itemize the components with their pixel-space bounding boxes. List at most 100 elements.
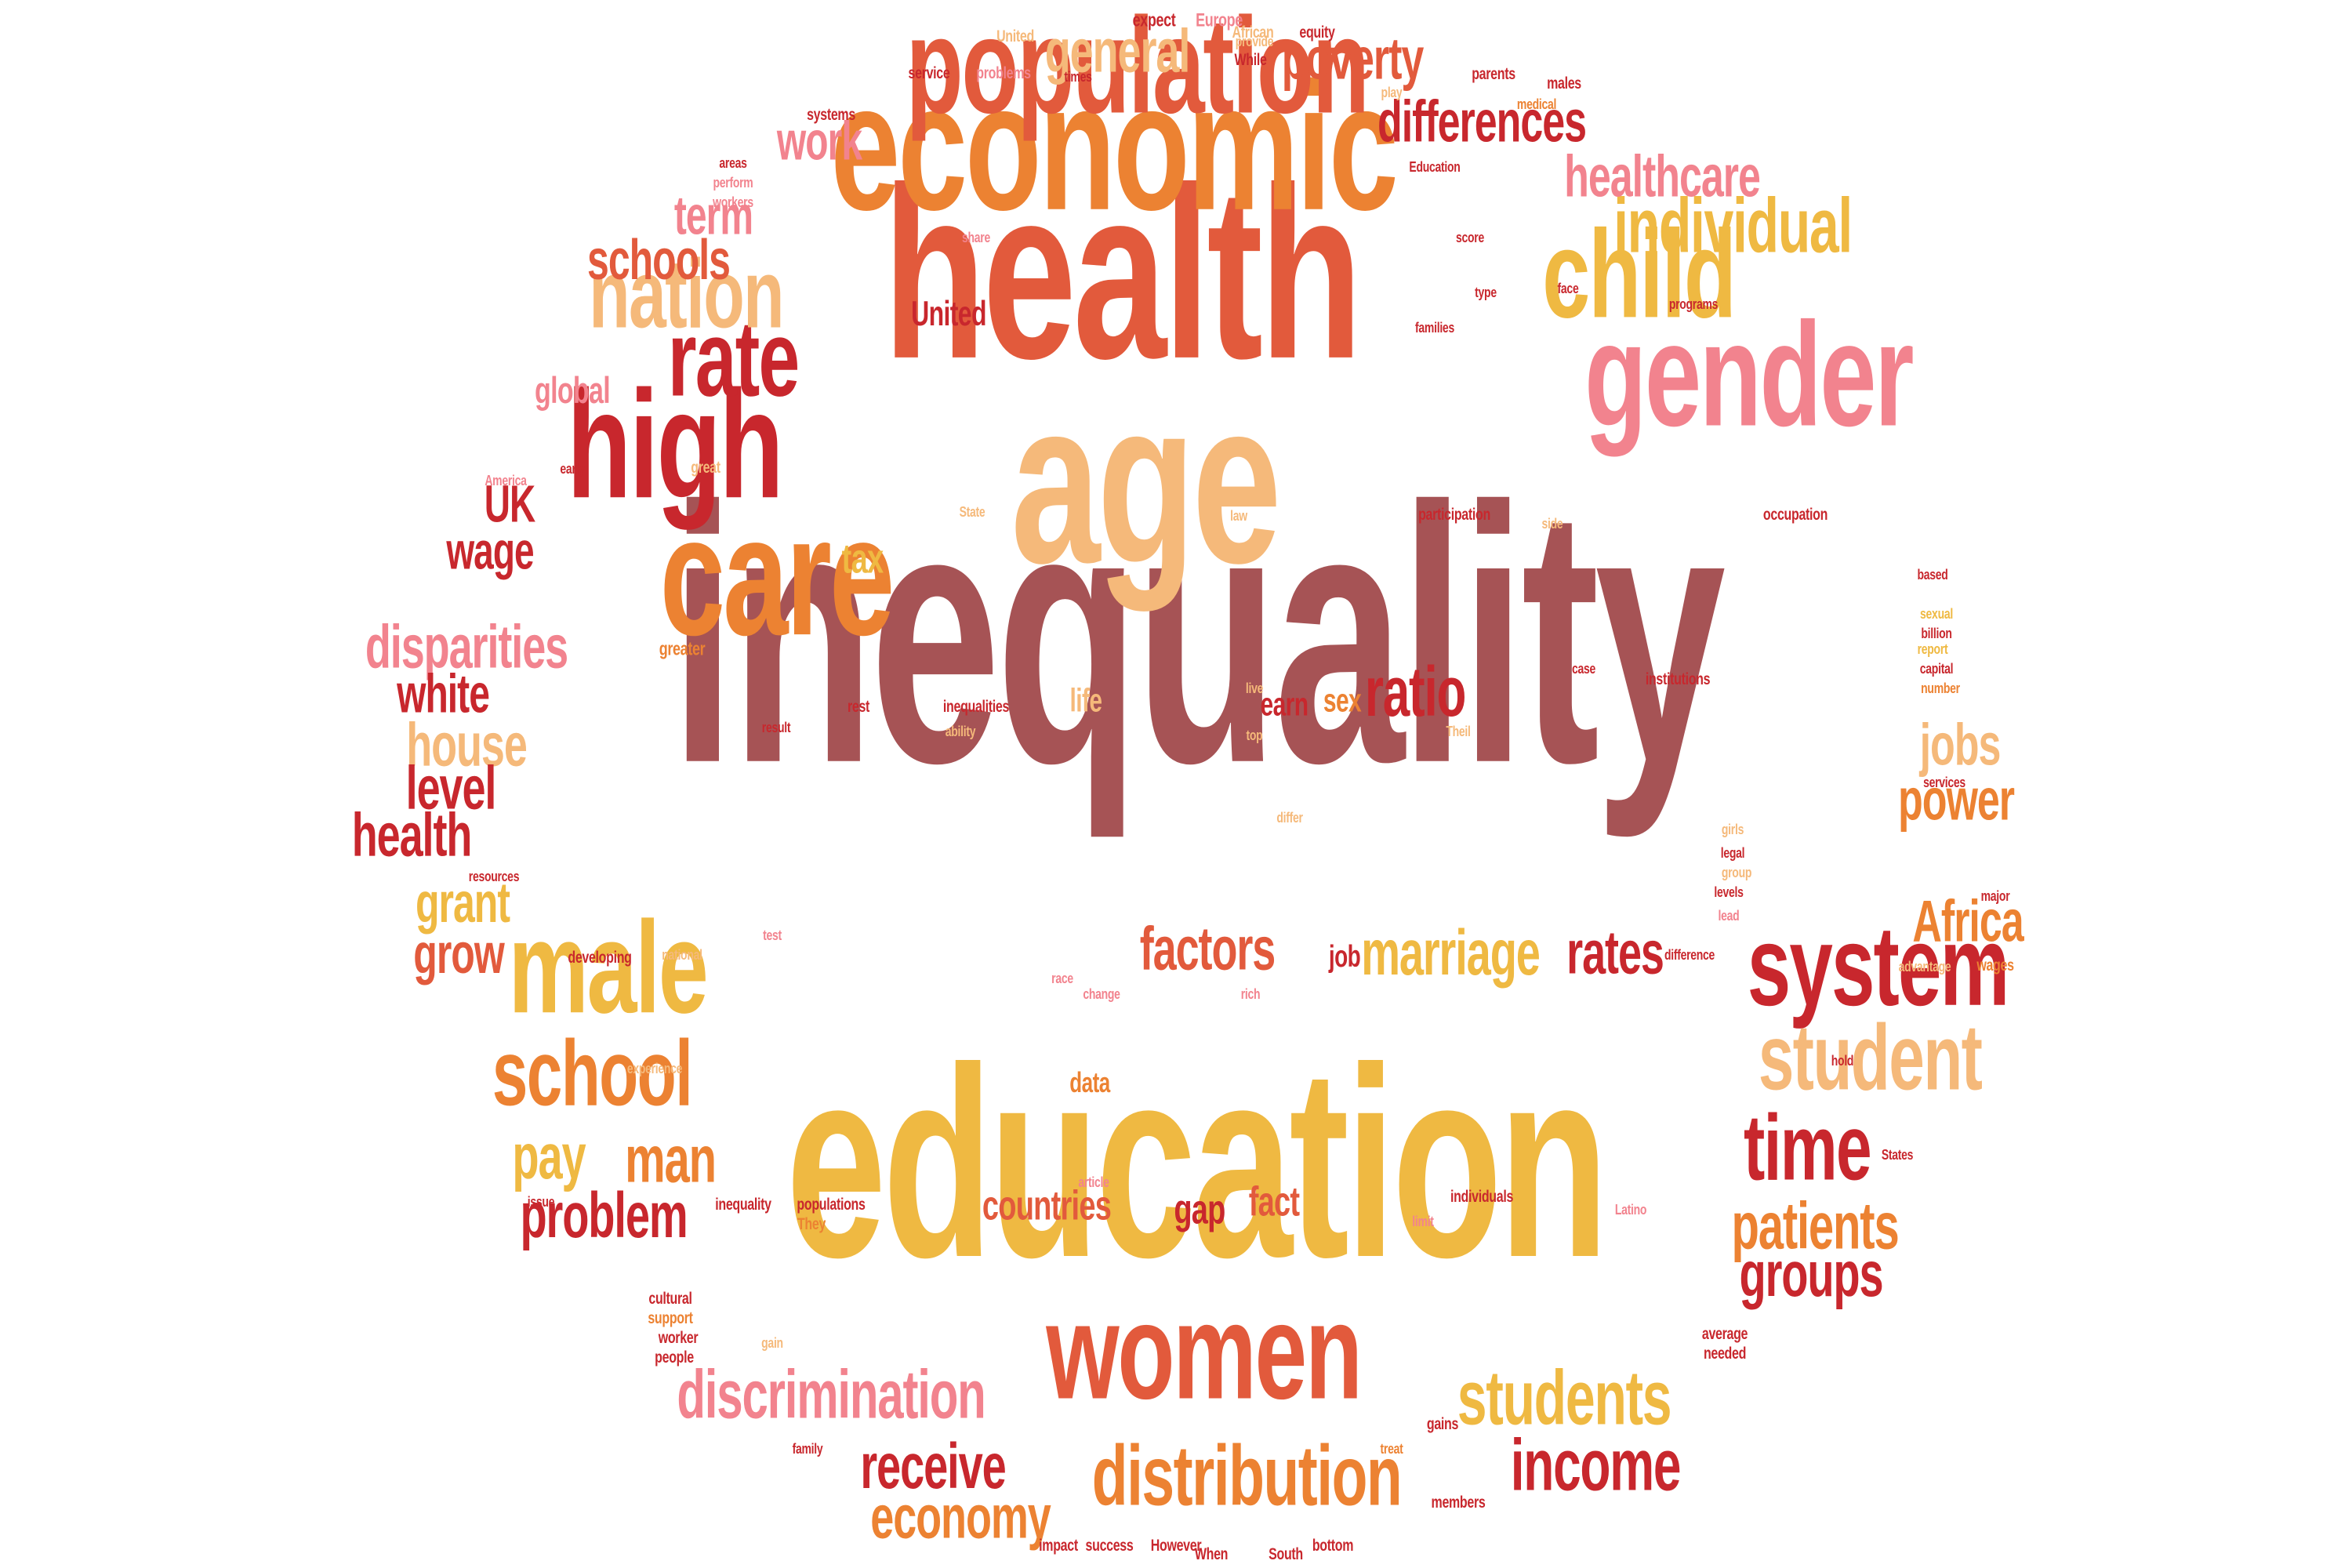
word-united: United [911,293,986,333]
word-impact: impact [1039,1537,1078,1555]
word-national: national [662,946,702,964]
word-while: While [1234,51,1267,70]
word-education: education [786,1011,1609,1314]
word-care: care [659,480,895,671]
word-nation: nation [589,239,784,349]
word-life: life [1069,683,1103,720]
word-differences: differences [1377,89,1587,155]
word-services: services [1923,773,1965,791]
word-african: African [1232,24,1274,42]
word-women: women [1046,1275,1363,1428]
word-pay: pay [512,1120,586,1192]
word-law: law [1230,506,1247,524]
word-when: When [1194,1546,1229,1565]
word-top: top [1246,726,1263,744]
word-girls: girls [1721,820,1744,838]
word-ability: ability [945,722,976,740]
word-result: result [761,718,791,736]
word-individuals: individuals [1450,1188,1514,1207]
word-gain: gain [761,1334,783,1352]
word-inequality: inequality [715,1196,771,1214]
word-members: members [1431,1494,1486,1512]
word-students: students [1457,1355,1672,1442]
word-expect: expect [1132,9,1176,31]
word-age: age [1011,351,1282,612]
word-healthcare: healthcare [1564,143,1761,210]
word-occupation: occupation [1762,506,1828,524]
word-sex: sex [1323,683,1362,720]
word-problems: problems [976,64,1031,83]
word-system: system [1747,902,2010,1030]
word-levels: levels [1714,883,1744,901]
word-bottom: bottom [1312,1537,1354,1555]
word-ratio: ratio [1364,653,1466,732]
word-service: service [908,64,950,83]
word-general: general [1044,17,1191,86]
word-experience: experience [626,1059,683,1077]
word-job: job [1328,938,1361,974]
word-white: white [397,664,490,725]
word-change: change [1083,985,1120,1003]
word-europe: Europe [1196,9,1243,31]
word-receive: receive [860,1429,1006,1502]
word-people: people [655,1348,694,1367]
word-power: power [1898,767,2015,833]
word-united: United [996,27,1034,46]
word-states: States [1881,1145,1914,1163]
word-disparities: disparities [365,613,568,682]
word-gains: gains [1426,1415,1459,1434]
word-capital: capital [1919,659,1954,677]
word-score: score [1456,228,1484,246]
word-man: man [625,1123,717,1197]
word-wages: wages [1976,956,2014,975]
word-work: work [776,111,862,172]
word-time: time [1743,1097,1872,1200]
word-earn: earn [1260,687,1309,724]
word-data: data [1069,1065,1110,1099]
word-family: family [792,1439,823,1457]
word-play: play [1381,83,1403,101]
word-treat: treat [1380,1439,1403,1457]
word-however: However [1150,1537,1202,1555]
word-health: health [883,135,1363,410]
word-share: share [962,228,990,246]
word-lead: lead [1718,906,1740,924]
word-families: families [1415,318,1454,336]
word-jobs: jobs [1919,712,2002,779]
word-greater: greater [659,637,706,659]
word-group: group [1721,863,1752,881]
word-fact: fact [1248,1179,1300,1226]
word-rest: rest [847,698,870,717]
word-based: based [1917,565,1948,583]
word-provide: provide [1235,32,1274,50]
word-school: school [492,1022,693,1126]
word-term: term [673,186,753,247]
word-schools: schools [587,227,731,292]
word-grant: grant [416,870,510,935]
word-perform: perform [713,173,753,191]
word-state: State [959,503,985,521]
word-needed: needed [1703,1345,1747,1363]
word-factors: factors [1139,915,1276,984]
word-education: Education [1409,158,1461,176]
word-tax: tax [841,536,884,583]
word-student: student [1758,1007,1983,1110]
word-early: early [560,459,585,477]
word-population: population [906,0,1370,143]
word-systems: systems [807,106,855,125]
word-resources: resources [468,867,520,885]
word-race: race [1051,969,1073,987]
word-discrimination: discrimination [677,1356,985,1433]
word-groups: groups [1739,1237,1883,1310]
word-health: health [351,801,473,870]
word-case: case [1571,659,1596,677]
word-rate: rate [667,298,800,419]
word-participation: participation [1418,506,1490,524]
word-average: average [1701,1325,1748,1344]
word-marriage: marriage [1361,916,1541,989]
word-differ: differ [1276,808,1303,826]
word-house: house [406,711,528,780]
word-difference: difference [1664,946,1715,964]
word-gender: gender [1584,291,1914,458]
